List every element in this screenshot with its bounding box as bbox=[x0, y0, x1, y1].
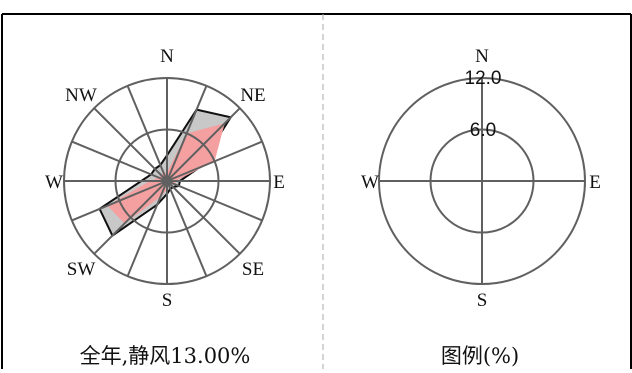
legend-rose-grid bbox=[378, 77, 586, 285]
ring-label-12: 12.0 bbox=[465, 68, 502, 89]
grid-spoke-14 bbox=[93, 107, 168, 182]
legend-direction-s: S bbox=[477, 290, 488, 311]
wind-rose-series-group bbox=[98, 108, 233, 238]
direction-label-s: S bbox=[162, 290, 173, 311]
legend-caption: 图例(%) bbox=[440, 344, 520, 368]
direction-label-w: W bbox=[45, 172, 63, 193]
grid-spoke-1 bbox=[166, 85, 208, 182]
direction-label-n: N bbox=[160, 46, 174, 67]
legend-rose-chart: N E S W 12.0 6.0 bbox=[361, 46, 601, 311]
grid-spoke-9 bbox=[126, 180, 168, 277]
grid-spoke-10 bbox=[93, 180, 168, 255]
legend-direction-n: N bbox=[475, 46, 489, 67]
wind-rose-caption: 全年,静风13.00% bbox=[79, 344, 251, 368]
grid-spoke-3 bbox=[166, 140, 263, 182]
grid-spoke-11 bbox=[71, 180, 168, 222]
direction-label-e: E bbox=[273, 172, 285, 193]
grid-spoke-13 bbox=[71, 140, 168, 182]
grid-spoke-2 bbox=[166, 107, 241, 182]
direction-label-sw: SW bbox=[67, 259, 96, 280]
direction-label-se: SE bbox=[242, 259, 264, 280]
grid-spoke-15 bbox=[126, 85, 168, 182]
grid-spoke-7 bbox=[166, 180, 208, 277]
ring-label-6: 6.0 bbox=[470, 120, 496, 141]
grid-spoke-5 bbox=[166, 180, 263, 222]
direction-label-nw: NW bbox=[65, 85, 97, 106]
legend-direction-e: E bbox=[589, 172, 601, 193]
grid-spoke-6 bbox=[166, 180, 241, 255]
legend-direction-w: W bbox=[361, 172, 379, 193]
wind-rose-chart: N NE E SE S SW W NW bbox=[45, 46, 285, 311]
direction-label-ne: NE bbox=[240, 85, 265, 106]
wind-rose-grid bbox=[63, 77, 271, 285]
